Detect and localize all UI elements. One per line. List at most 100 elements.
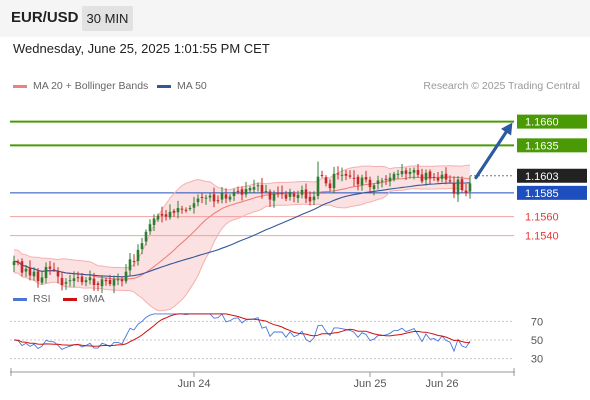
rsi-legend-label: RSI xyxy=(33,293,51,305)
candle xyxy=(160,206,164,223)
candle xyxy=(264,184,268,194)
x-tick-label: Jun 26 xyxy=(425,378,458,390)
candle xyxy=(72,271,76,288)
candle xyxy=(292,191,296,203)
candle-body xyxy=(440,174,444,179)
candle-body xyxy=(260,184,264,193)
candle xyxy=(132,254,136,267)
candle xyxy=(384,175,388,185)
credit-text: Research © 2025 Trading Central xyxy=(423,80,580,92)
x-axis: Jun 24 Jun 25 Jun 26 xyxy=(10,368,515,390)
candle xyxy=(228,194,232,202)
candle xyxy=(20,258,24,277)
candle xyxy=(116,273,120,286)
candle-body xyxy=(460,179,464,190)
ma50-label: MA 50 xyxy=(177,80,207,92)
candle xyxy=(152,214,156,232)
candle xyxy=(260,177,264,199)
candle xyxy=(256,182,260,192)
candle-body xyxy=(360,177,364,186)
candle-body xyxy=(384,178,388,180)
candle-body xyxy=(300,190,304,195)
candle xyxy=(84,277,88,287)
target-label-2: 1.1635 xyxy=(517,138,587,153)
rsi-ma-line xyxy=(13,313,471,347)
candle-body xyxy=(84,280,88,283)
candle xyxy=(40,271,44,285)
candle xyxy=(432,172,436,182)
candle xyxy=(320,170,324,178)
candle xyxy=(28,260,32,281)
candle-body xyxy=(244,189,248,195)
candle-body xyxy=(256,185,260,187)
rsi-tick-label: 30 xyxy=(531,354,543,366)
candle xyxy=(100,275,104,293)
target-label-1: 1.1660 xyxy=(517,114,587,129)
level-labels-layer: 1.1660 1.1635 1.1603 1.1585 1.1560 1.1540 xyxy=(474,114,587,243)
candle xyxy=(380,177,384,188)
target-label-2-text: 1.1635 xyxy=(525,140,559,152)
candle xyxy=(332,166,336,194)
candle xyxy=(468,176,472,199)
candle-body xyxy=(292,193,296,197)
last-price-label-box xyxy=(517,168,587,183)
candle xyxy=(156,213,160,222)
candle xyxy=(388,173,392,187)
candle xyxy=(16,259,20,266)
candle xyxy=(144,229,148,246)
candle xyxy=(324,175,328,187)
candle-body xyxy=(220,192,224,200)
rsi-line xyxy=(13,313,471,353)
candle xyxy=(412,167,416,180)
candle xyxy=(308,191,312,206)
candle xyxy=(288,188,292,201)
forecast-arrow-shaft xyxy=(474,127,510,180)
candle xyxy=(60,271,64,291)
candle xyxy=(244,181,248,198)
candle-body xyxy=(164,214,168,217)
candle-body xyxy=(412,170,416,173)
pivot-label: 1.1585 xyxy=(517,185,587,200)
candle xyxy=(44,262,48,284)
candle-body xyxy=(204,197,208,199)
candle xyxy=(52,262,56,272)
candle-body xyxy=(116,279,120,281)
candle-body xyxy=(16,262,20,264)
candle-body xyxy=(264,190,268,192)
candle-body xyxy=(288,191,292,197)
candle-body xyxy=(196,198,200,203)
candle xyxy=(452,176,456,199)
candle-body xyxy=(160,213,164,216)
candle xyxy=(340,167,344,182)
timeframe-button[interactable]: 30 MIN xyxy=(82,6,133,31)
candle-body xyxy=(96,283,100,285)
candle xyxy=(444,167,448,185)
candle xyxy=(224,188,228,204)
candle-body xyxy=(444,173,448,180)
candle-body xyxy=(136,249,140,262)
candle-body xyxy=(216,200,220,202)
candle xyxy=(240,186,244,201)
candle xyxy=(192,196,196,214)
candle-body xyxy=(92,278,96,285)
candle-body xyxy=(208,195,212,198)
candle-body xyxy=(140,243,144,250)
candle-body xyxy=(272,193,276,201)
candle xyxy=(204,194,208,205)
candle xyxy=(212,187,216,208)
candle xyxy=(416,163,420,178)
candle-body xyxy=(132,260,136,262)
candle-body xyxy=(332,173,336,189)
pivot-label-text: 1.1585 xyxy=(525,188,559,200)
candle-body xyxy=(168,211,172,218)
candle xyxy=(344,169,348,181)
candle-body xyxy=(280,192,284,194)
candle-body xyxy=(200,197,204,199)
legend-bollinger: MA 20 + Bollinger Bands xyxy=(13,80,148,92)
candle-body xyxy=(304,189,308,199)
candle-body xyxy=(448,180,452,182)
target-label-1-box xyxy=(517,114,587,129)
candle xyxy=(220,186,224,204)
